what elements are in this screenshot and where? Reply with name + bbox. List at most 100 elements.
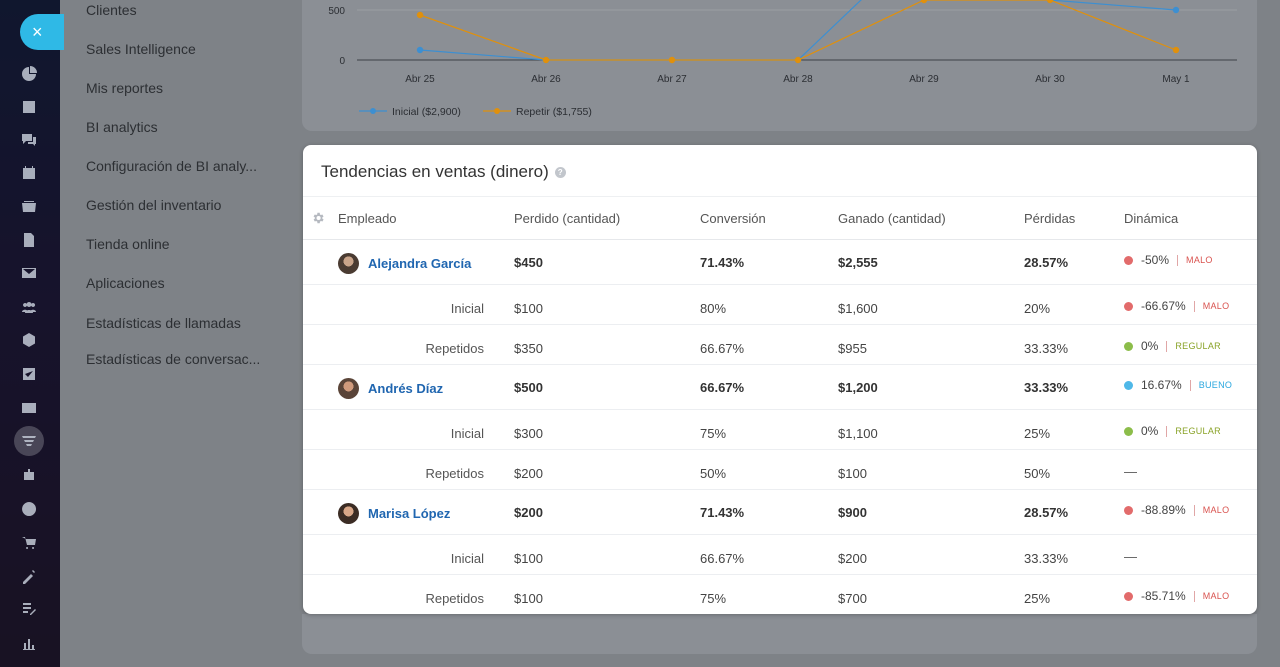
tasks-icon[interactable] <box>20 365 38 383</box>
won-amount: $1,100 <box>838 426 878 441</box>
won-amount: $955 <box>838 341 867 356</box>
feed-icon[interactable] <box>20 98 38 116</box>
losses-rate: 50% <box>1024 466 1051 481</box>
table-header: Empleado Perdido (cantidad) Conversión G… <box>303 196 1257 240</box>
close-slider-button[interactable]: × <box>20 14 64 50</box>
won-amount: $1,600 <box>838 301 878 316</box>
menu-item-clientes[interactable]: Clientes <box>86 2 137 18</box>
conversion-rate: 71.43% <box>700 255 745 270</box>
x-tick-label: Abr 29 <box>909 74 939 85</box>
lost-amount: $450 <box>514 255 543 270</box>
robot-icon[interactable] <box>20 466 38 484</box>
table-subrow[interactable]: Repetidos $350 66.67% $955 33.33% 0% REGULAR <box>303 325 1257 365</box>
column-conversion[interactable]: Conversión <box>700 211 766 226</box>
document-icon[interactable] <box>20 231 38 249</box>
avatar <box>338 503 359 524</box>
lost-amount: $100 <box>514 301 543 316</box>
table-subrow[interactable]: Inicial $300 75% $1,100 25% 0% REGULAR <box>303 410 1257 450</box>
conversion-rate: 66.67% <box>700 341 745 356</box>
series-point-0 <box>1172 6 1180 14</box>
dynamics-value: -66.67% <box>1141 299 1186 313</box>
employee[interactable]: Marisa López <box>338 503 450 524</box>
status-dot <box>1124 301 1133 311</box>
employee-name-link[interactable]: Andrés Díaz <box>368 381 444 396</box>
avatar <box>338 253 359 274</box>
mail-icon[interactable] <box>20 264 38 282</box>
table-row[interactable]: Marisa López $200 71.43% $900 28.57% -88.89% M… <box>303 490 1257 535</box>
gear-icon[interactable] <box>311 211 325 225</box>
employee[interactable]: Andrés Díaz <box>338 378 443 399</box>
menu-item-inventario[interactable]: Gestión del inventario <box>86 197 222 213</box>
divider <box>1193 504 1195 516</box>
dynamics-indicator: 0% REGULAR <box>1124 339 1221 353</box>
subrow-label: Repetidos <box>425 341 484 356</box>
series-line-1 <box>419 0 1177 61</box>
funnel-icon[interactable] <box>14 426 44 456</box>
x-tick-label: Abr 27 <box>657 74 687 85</box>
signature-icon[interactable] <box>20 567 38 585</box>
menu-item-estadisticas-llamadas[interactable]: Estadísticas de llamadas <box>86 315 241 331</box>
groups-icon[interactable] <box>20 298 38 316</box>
table-row[interactable]: Alejandra García $450 71.43% $2,555 28.57% -5… <box>303 240 1257 285</box>
losses-rate: 33.33% <box>1024 341 1069 356</box>
menu-item-tienda-online[interactable]: Tienda online <box>86 236 170 252</box>
menu-item-sales-intelligence[interactable]: Sales Intelligence <box>86 41 196 57</box>
calendar-icon[interactable] <box>20 164 38 182</box>
status-badge: BUENO <box>1198 380 1233 390</box>
status-dot <box>1124 426 1133 436</box>
empty-dynamics: — <box>1124 549 1137 564</box>
series-point-1 <box>416 11 424 19</box>
series-point-1 <box>1046 0 1054 4</box>
dynamics-indicator: -50% MALO <box>1124 253 1213 267</box>
drive-icon[interactable] <box>20 198 38 216</box>
contact-card-icon[interactable] <box>20 399 38 417</box>
hexagon-icon[interactable] <box>20 331 38 349</box>
column-perdidas[interactable]: Pérdidas <box>1024 211 1076 226</box>
menu-item-aplicaciones[interactable]: Aplicaciones <box>86 275 165 291</box>
legend-marker-0 <box>370 108 376 114</box>
losses-rate: 20% <box>1024 301 1051 316</box>
subrow-label: Repetidos <box>425 591 484 606</box>
x-tick-label: Abr 25 <box>405 74 435 85</box>
chat-icon[interactable] <box>20 131 38 149</box>
dynamics-value: -50% <box>1141 253 1170 267</box>
employee[interactable]: Alejandra García <box>338 253 471 274</box>
table-row[interactable]: Andrés Díaz $500 66.67% $1,200 33.33% 16.67% B… <box>303 365 1257 410</box>
avatar <box>338 378 359 399</box>
table-subrow[interactable]: Repetidos $100 75% $700 25% -85.71% MALO <box>303 575 1257 614</box>
target-icon[interactable] <box>20 500 38 518</box>
pie-chart-icon[interactable] <box>20 65 38 83</box>
column-empleado[interactable]: Empleado <box>338 211 397 226</box>
edit-list-icon[interactable] <box>20 600 38 618</box>
column-ganado[interactable]: Ganado (cantidad) <box>838 211 946 226</box>
lost-amount: $300 <box>514 426 543 441</box>
menu-item-bi-analytics[interactable]: BI analytics <box>86 119 158 135</box>
table-subrow[interactable]: Inicial $100 66.67% $200 33.33% — <box>303 535 1257 575</box>
dynamics-indicator: 0% REGULAR <box>1124 424 1221 438</box>
column-dinamica[interactable]: Dinámica <box>1124 211 1179 226</box>
status-dot <box>1124 505 1133 515</box>
menu-item-bi-config[interactable]: Configuración de BI analy... <box>86 158 257 174</box>
column-perdido[interactable]: Perdido (cantidad) <box>514 211 621 226</box>
table-subrow[interactable]: Repetidos $200 50% $100 50% — <box>303 450 1257 490</box>
series-point-1 <box>668 56 676 64</box>
table-subrow[interactable]: Inicial $100 80% $1,600 20% -66.67% MALO <box>303 285 1257 325</box>
divider <box>1166 340 1168 352</box>
dynamics-indicator: -66.67% MALO <box>1124 299 1229 313</box>
x-tick-label: May 1 <box>1162 74 1190 85</box>
analytics-icon[interactable] <box>20 634 38 652</box>
menu-item-estadisticas-conversaciones[interactable]: Estadísticas de conversac... <box>86 351 261 367</box>
cart-icon[interactable] <box>20 534 38 552</box>
help-icon[interactable]: ? <box>554 167 566 178</box>
divider <box>1193 300 1195 312</box>
menu-item-mis-reportes[interactable]: Mis reportes <box>86 80 164 96</box>
employee-name-link[interactable]: Marisa López <box>368 506 451 521</box>
employee-name-link[interactable]: Alejandra García <box>368 256 472 271</box>
x-tick-label: Abr 28 <box>783 74 813 85</box>
status-badge: REGULAR <box>1175 341 1221 351</box>
losses-rate: 25% <box>1024 591 1051 606</box>
status-badge: MALO <box>1202 591 1230 601</box>
lower-card <box>302 614 1257 654</box>
status-dot <box>1124 341 1133 351</box>
lost-amount: $100 <box>514 591 543 606</box>
